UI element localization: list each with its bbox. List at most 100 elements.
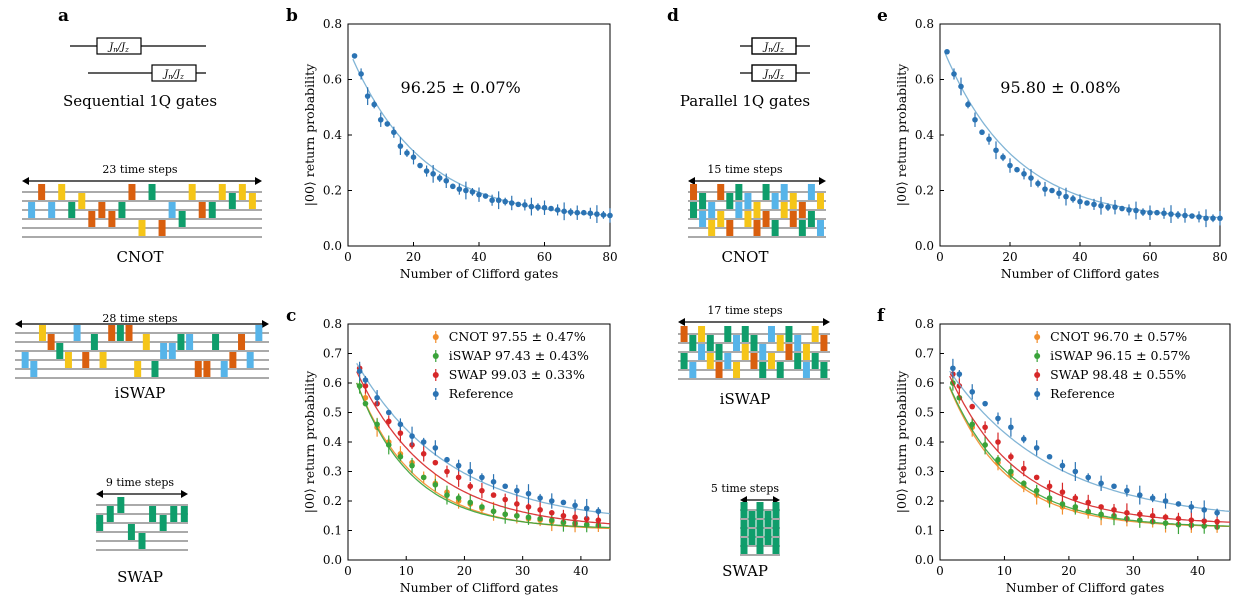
fit-line-data [944,53,1221,219]
data-point-iswap [409,462,415,469]
cnot-circuit-d [688,177,826,238]
y-tick-label: 0.7 [323,347,342,361]
data-point-swap [502,496,508,503]
data-point-reference [409,433,415,439]
gate-block [789,193,797,209]
gate-block [759,344,767,360]
data-point-data [482,193,489,199]
data-point-data [554,207,561,213]
gate-block [246,352,254,368]
legend-entry: CNOT 96.70 ± 0.57% [1050,329,1187,344]
data-point-iswap [1033,487,1040,494]
fit-line-swap [949,375,1230,523]
data-point-data [965,101,971,108]
data-point-swap [595,517,602,523]
gate-block [776,335,784,351]
chart-f: 0 10 20 30 40 0.0 0.1 0.2 0.3 0.4 0.5 0.6 0.7 0.8 Numb… [894,317,1231,595]
cnot-label-d: CNOT [721,248,769,266]
gate-block [802,362,810,378]
data-point-swap [572,514,578,521]
data-point-swap [1111,507,1117,513]
x-tick-label: 20 [406,250,421,264]
data-point-data [377,116,384,123]
gate-block [780,184,788,200]
data-point-data [1042,186,1048,192]
cnot-circuit-a [22,177,262,238]
swap-label-a: SWAP [117,568,163,586]
data-point-swap [1020,465,1027,472]
swap-circuit-d [740,496,780,556]
gate-block [699,211,707,227]
data-point-data [417,162,423,169]
data-point-data [587,210,594,217]
y-tick-label: 0.4 [323,128,342,142]
data-point-data [476,191,482,198]
gate-block [762,184,770,200]
gate-block [117,497,125,513]
x-tick-label: 40 [1190,564,1205,578]
data-point-data [1168,211,1174,217]
y-tick-label: 0.2 [323,494,342,508]
gate-block [208,202,216,218]
gate-block [698,326,706,342]
x-axis-label: Number of Clifford gates [400,266,559,281]
data-point-swap [1124,510,1130,516]
data-point-data [972,116,978,123]
gate-block [753,220,761,236]
gate-block [771,220,779,236]
gate-block [798,220,806,236]
data-point-reference [956,371,963,377]
data-point-swap [362,383,369,389]
gate-block [735,202,743,218]
gate-block [756,538,764,554]
data-point-data [430,171,436,177]
x-tick-label: 20 [457,564,472,578]
data-point-reference [1111,483,1117,490]
data-point-data [495,197,502,204]
x-tick-label: 40 [1072,250,1087,264]
x-tick-label: 10 [399,564,414,578]
data-point-swap [444,468,450,475]
y-tick-label: 0.1 [915,524,934,538]
gate-block [740,520,748,536]
data-point-swap [1098,504,1104,510]
gate-block [759,362,767,378]
gate-block [717,211,725,227]
gate-block [238,184,246,200]
data-point-swap [583,515,590,522]
legend-marker [432,391,439,397]
data-point-iswap [1098,511,1104,518]
gate-block [118,202,126,218]
data-point-data [541,204,548,211]
y-tick-label: 0.2 [323,184,342,198]
gate-block [238,334,246,350]
y-axis-label: |00⟩ return probability [302,63,317,206]
data-point-reference [479,474,485,481]
data-point-swap [1162,514,1169,521]
gate-block [47,334,55,350]
data-point-swap [1033,474,1040,481]
data-point-iswap [995,456,1001,463]
gate-block [138,220,146,236]
data-point-reference [560,499,567,506]
data-point-iswap [374,421,380,428]
data-point-data [1084,200,1090,206]
data-point-iswap [1020,480,1027,487]
gate-block [785,344,793,360]
data-point-data [391,129,397,136]
data-point-data [979,129,985,136]
data-point-data [958,83,964,90]
data-point-reference [525,490,532,497]
data-point-reference [995,415,1001,422]
gate-block [706,335,714,351]
cnot-steps-a: 23 time steps [102,163,178,176]
gate-block [802,344,810,360]
chart-b: 0 20 40 60 80 0.0 0.2 0.4 0.6 0.8 Number of Cliffo… [302,17,618,281]
gate-block [98,202,106,218]
data-point-data [581,209,587,216]
data-point-data [489,197,495,204]
data-point-reference [1072,468,1079,475]
panel-label-f: f [877,306,885,326]
data-point-iswap [1059,501,1066,507]
data-point-data [1161,210,1167,217]
